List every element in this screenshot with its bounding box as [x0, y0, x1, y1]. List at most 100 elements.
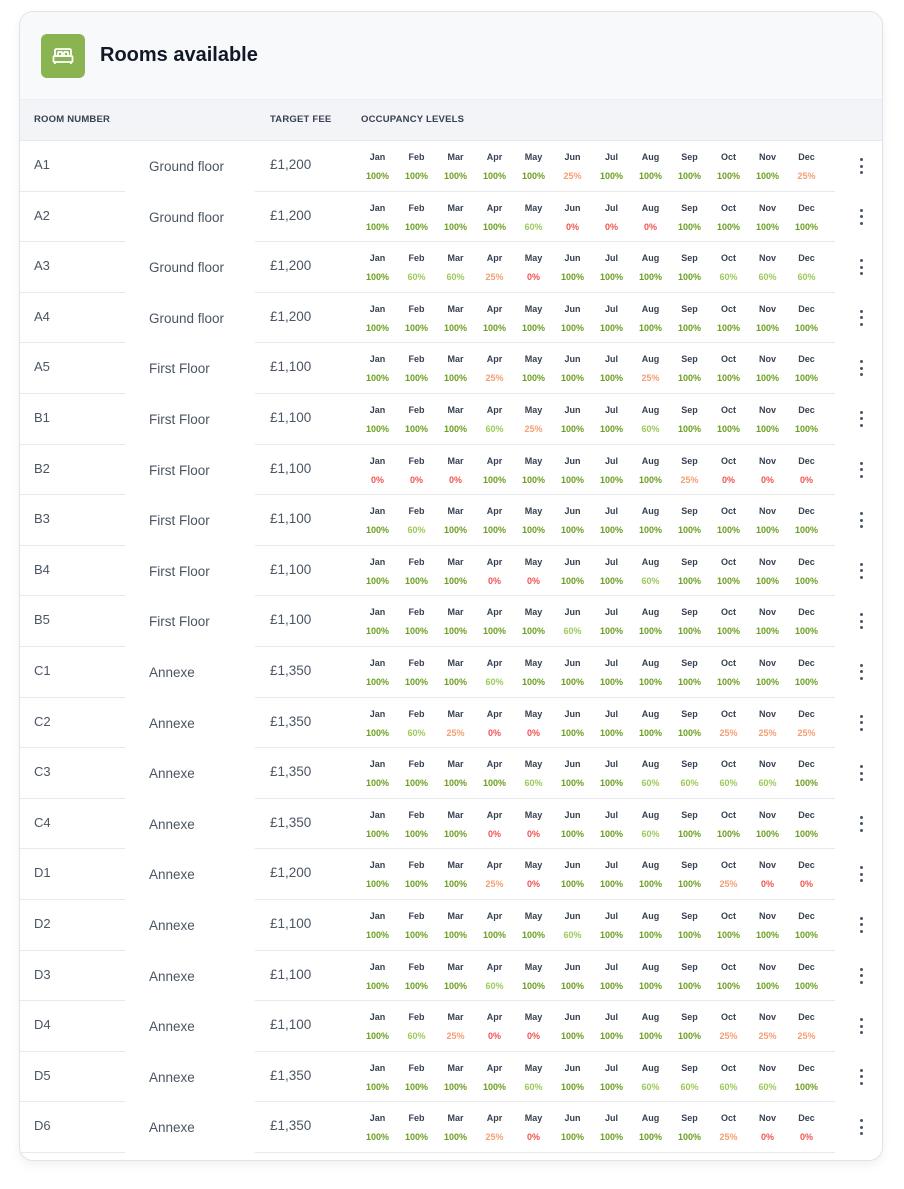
row-actions-menu-icon[interactable]: [855, 967, 867, 984]
target-fee: £1,350: [270, 1067, 312, 1083]
month-cell: Mar 100%: [436, 809, 475, 840]
month-label: Mar: [447, 202, 464, 213]
month-label: Mar: [447, 1062, 464, 1073]
row-actions-menu-icon[interactable]: [855, 410, 867, 427]
row-actions-menu-icon[interactable]: [855, 765, 867, 782]
month-label: Apr: [486, 1062, 503, 1073]
month-cell: Oct 100%: [709, 202, 748, 233]
row-actions-menu-icon[interactable]: [855, 1068, 867, 1085]
month-cell: Jan 100%: [358, 1112, 397, 1143]
month-cell: Oct 100%: [709, 809, 748, 840]
target-fee: £1,350: [270, 1118, 312, 1134]
row-actions-menu-icon[interactable]: [855, 1018, 867, 1035]
occupancy-value: 100%: [365, 525, 390, 536]
month-label: May: [524, 961, 543, 972]
month-cell: Apr 25%: [475, 859, 514, 890]
occupancy-value: 60%: [680, 1081, 699, 1092]
row-actions-menu-icon[interactable]: [855, 916, 867, 933]
occupancy-value: 0%: [526, 727, 540, 738]
month-label: Dec: [798, 404, 815, 415]
month-cell: Oct 0%: [709, 455, 748, 486]
month-cell: Jul 100%: [592, 151, 631, 182]
month-label: Jun: [564, 809, 581, 820]
room-floor: Annexe: [149, 715, 195, 731]
row-actions-menu-icon[interactable]: [855, 815, 867, 832]
row-actions-menu-icon[interactable]: [855, 512, 867, 529]
month-label: Jan: [369, 657, 386, 668]
row-actions-menu-icon[interactable]: [855, 259, 867, 276]
row-actions-menu-icon[interactable]: [855, 360, 867, 377]
row-actions-menu-icon[interactable]: [855, 866, 867, 883]
row-actions-menu-icon[interactable]: [855, 461, 867, 478]
row-actions-menu-icon[interactable]: [855, 309, 867, 326]
occupancy-value: 100%: [599, 879, 624, 890]
room-floor: Ground floor: [149, 209, 225, 225]
month-cell: Nov 100%: [748, 303, 787, 334]
target-fee: £1,100: [270, 359, 312, 375]
occupancy-value: 100%: [482, 171, 507, 181]
occupancy-value: 0%: [760, 474, 774, 485]
row-actions-menu-icon[interactable]: [855, 714, 867, 731]
row-actions-menu-icon[interactable]: [855, 208, 867, 225]
occupancy-value: 100%: [521, 322, 546, 333]
occupancy-value: 25%: [719, 879, 738, 890]
month-label: Jun: [564, 404, 581, 415]
room-number: B4: [34, 561, 50, 577]
month-label: Feb: [408, 657, 425, 668]
occupancy-value: 100%: [560, 322, 585, 333]
occupancy-value: 100%: [365, 575, 390, 586]
month-label: Oct: [720, 152, 736, 162]
menu-dot: [859, 525, 863, 529]
month-cell: Sep 100%: [670, 252, 709, 283]
occupancy-value: 100%: [443, 373, 468, 384]
month-label: Jun: [564, 556, 581, 567]
month-cell: Oct 100%: [709, 353, 748, 384]
occupancy-value: 100%: [404, 1081, 429, 1092]
month-cell: May 100%: [514, 151, 553, 182]
month-cell: Aug 60%: [631, 809, 670, 840]
row-actions-menu-icon[interactable]: [855, 613, 867, 630]
month-label: Dec: [798, 152, 815, 162]
menu-dot: [859, 1018, 863, 1022]
occupancy-value: 100%: [443, 575, 468, 586]
room-number: C2: [34, 713, 51, 729]
occupancy-levels: Jan 100% Feb 100% Mar 100% Apr 0% May 0% Jun 100% Ju…: [358, 556, 826, 587]
month-cell: Oct 100%: [709, 657, 748, 688]
occupancy-value: 60%: [524, 221, 543, 232]
occupancy-value: 100%: [599, 929, 624, 940]
table-row: A5 First Floor £1,100 Jan 100% Feb 100% Mar 100%…: [20, 343, 882, 394]
occupancy-value: 100%: [443, 626, 468, 637]
month-cell: Mar 25%: [436, 708, 475, 739]
month-label: Dec: [798, 253, 815, 264]
month-cell: Sep 60%: [670, 758, 709, 789]
month-cell: Dec 100%: [787, 1062, 826, 1093]
month-label: Jan: [369, 506, 386, 517]
row-actions-menu-icon[interactable]: [855, 1119, 867, 1136]
menu-dot: [859, 916, 863, 920]
month-label: Sep: [681, 455, 698, 466]
occupancy-value: 100%: [560, 525, 585, 536]
row-actions-menu-icon[interactable]: [855, 663, 867, 680]
row-actions-menu-icon[interactable]: [855, 562, 867, 579]
month-label: May: [524, 152, 543, 162]
month-cell: Oct 100%: [709, 404, 748, 435]
month-cell: May 100%: [514, 606, 553, 637]
month-cell: May 100%: [514, 455, 553, 486]
occupancy-value: 100%: [716, 676, 741, 687]
month-label: May: [524, 860, 543, 871]
row-actions-menu-icon[interactable]: [855, 158, 867, 174]
table-row: A3 Ground floor £1,200 Jan 100% Feb 60% Mar 60% A…: [20, 242, 882, 293]
month-cell: Jan 100%: [358, 961, 397, 992]
month-label: Oct: [720, 809, 736, 820]
month-label: Nov: [758, 1113, 776, 1124]
table-row: D1 Annexe £1,200 Jan 100% Feb 100% Mar 100% Apr 25…: [20, 849, 882, 900]
occupancy-value: 0%: [526, 1031, 540, 1042]
month-cell: Jul 100%: [592, 758, 631, 789]
occupancy-value: 100%: [365, 171, 390, 181]
month-label: Sep: [681, 253, 698, 264]
month-cell: Jul 100%: [592, 252, 631, 283]
occupancy-value: 100%: [638, 525, 663, 536]
month-label: Jul: [604, 809, 618, 820]
month-label: Apr: [486, 860, 503, 871]
menu-dot: [859, 575, 863, 579]
